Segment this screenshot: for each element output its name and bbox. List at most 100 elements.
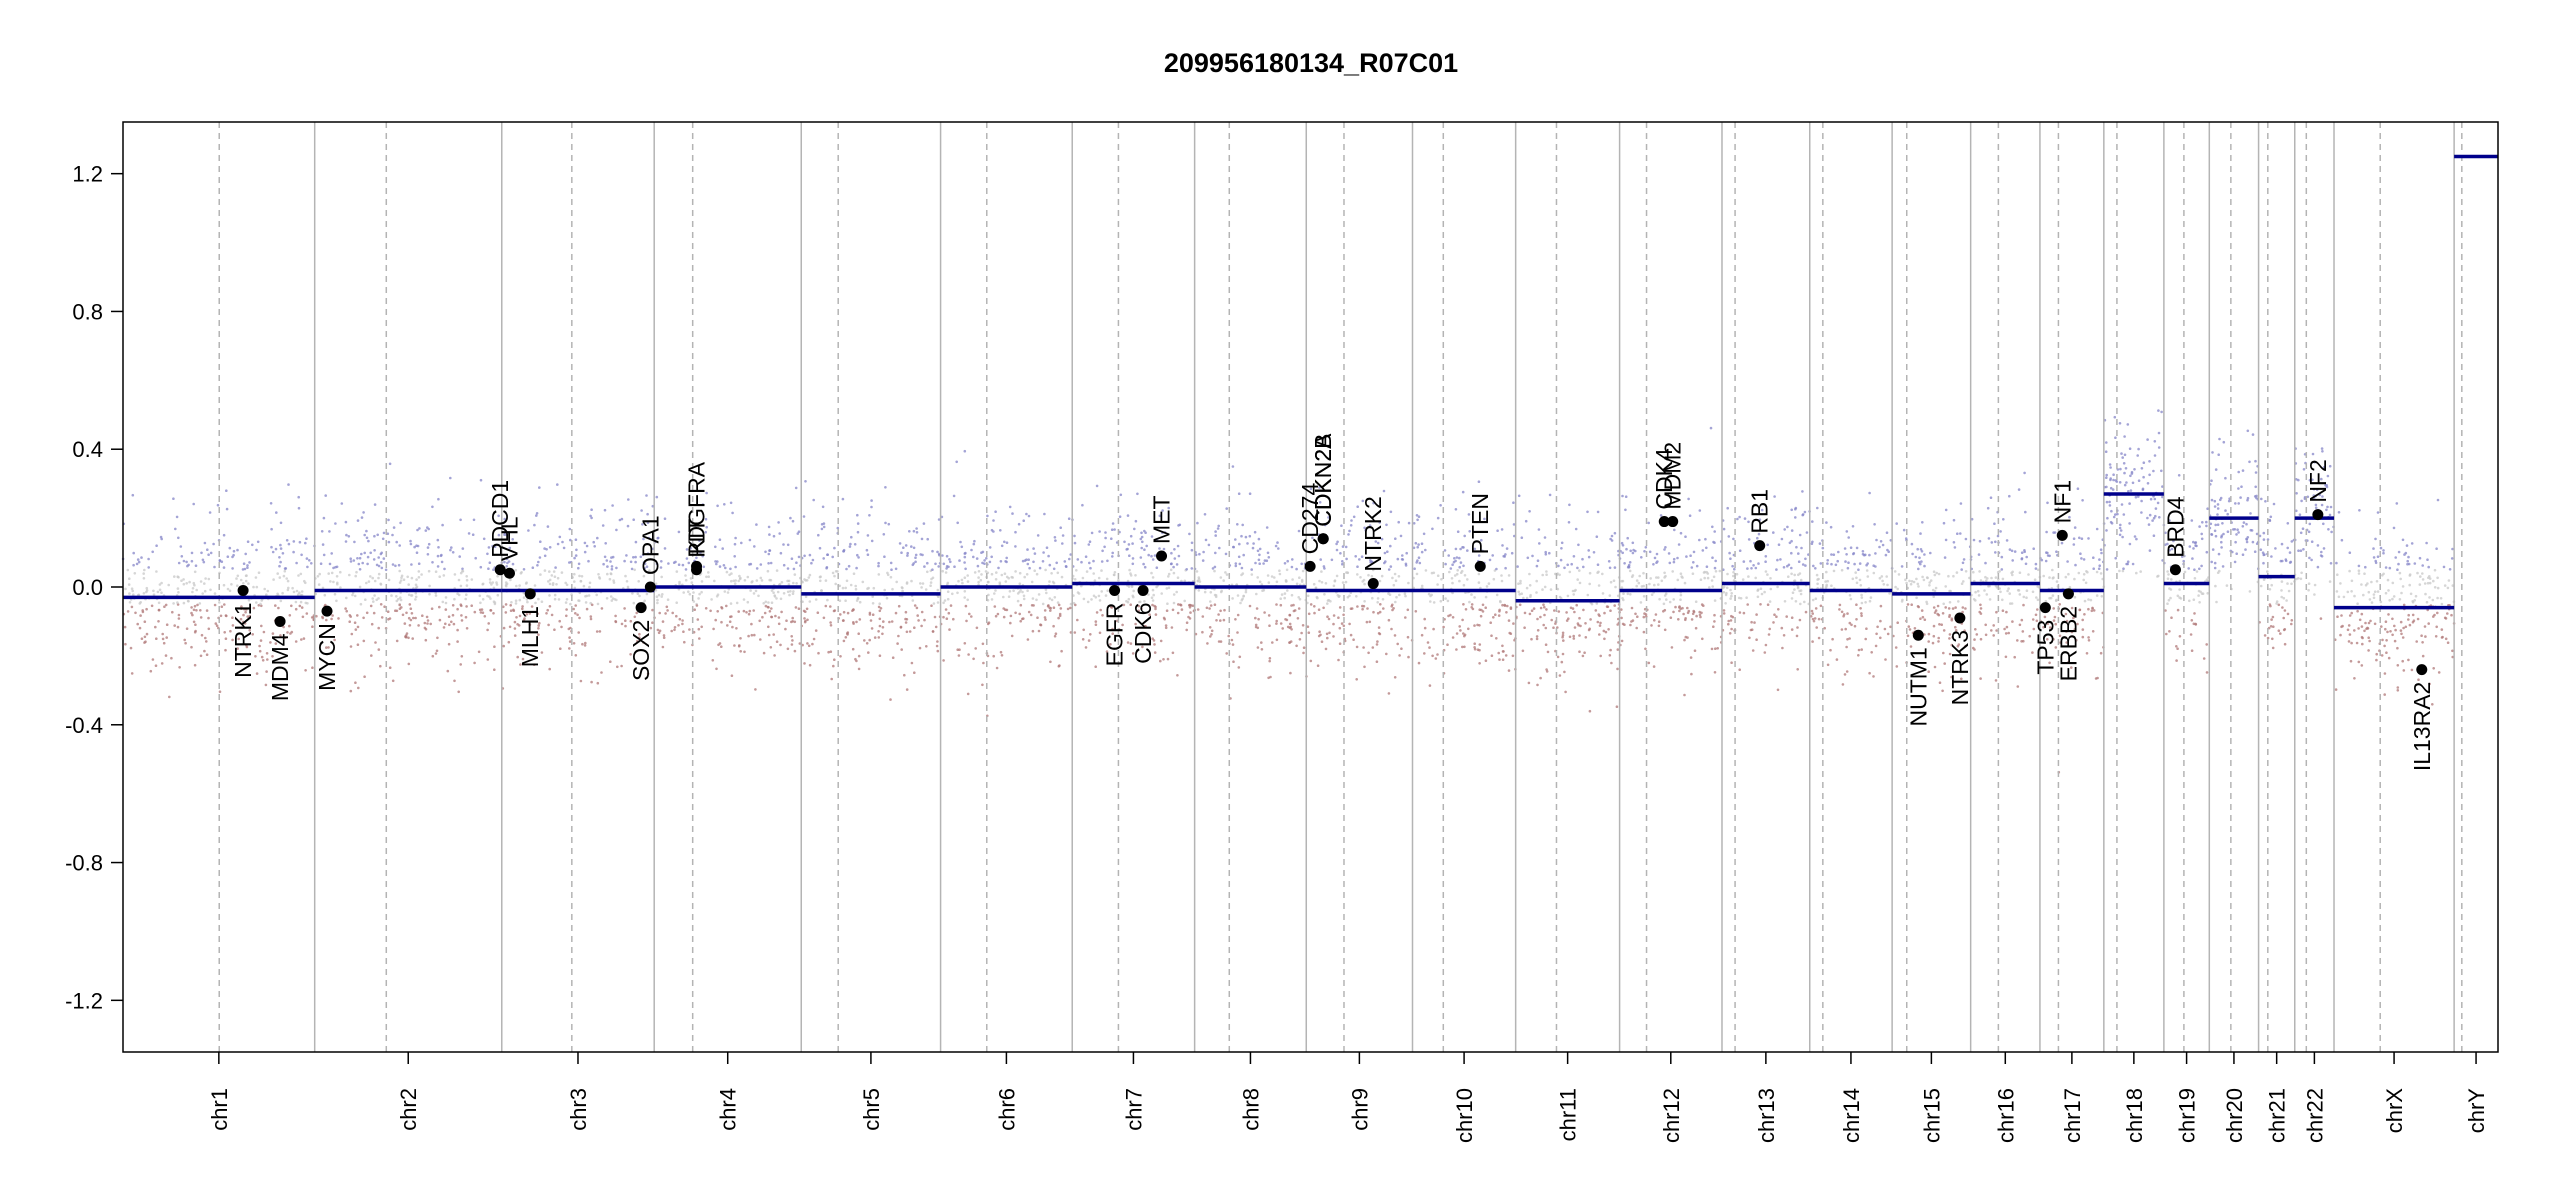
probe-point (966, 598, 969, 602)
probe-point (1044, 618, 1047, 621)
probe-point (285, 577, 289, 580)
probe-point (1690, 672, 1693, 676)
probe-point (890, 568, 893, 571)
probe-point (2264, 500, 2267, 503)
probe-point (1755, 638, 1758, 641)
probe-point (1141, 645, 1144, 649)
probe-point (193, 604, 197, 608)
probe-point (1974, 599, 1977, 602)
probe-point (1359, 576, 1362, 579)
gene-point (1667, 516, 1679, 528)
probe-point (972, 555, 975, 559)
probe-point (1914, 555, 1918, 559)
probe-point (2152, 516, 2156, 520)
probe-point (963, 449, 967, 453)
probe-point (942, 615, 945, 619)
probe-point (1880, 575, 1884, 578)
probe-point (1252, 542, 1255, 545)
probe-point (2375, 658, 2378, 662)
probe-point (362, 616, 365, 620)
probe-point (780, 610, 783, 614)
gene-label: NTRK1 (230, 602, 256, 677)
probe-point (138, 626, 142, 630)
probe-point (1365, 620, 1369, 624)
probe-point (133, 572, 137, 575)
probe-point (624, 619, 627, 622)
probe-point (1855, 618, 1858, 621)
probe-point (610, 567, 614, 571)
probe-point (142, 572, 145, 575)
probe-point (278, 556, 281, 559)
probe-point (358, 568, 362, 571)
probe-point (1838, 608, 1841, 611)
probe-point (2073, 526, 2077, 529)
probe-point (878, 602, 881, 605)
probe-point (715, 667, 718, 671)
probe-point (1846, 566, 1850, 570)
probe-point (1348, 529, 1351, 533)
probe-point (725, 604, 728, 608)
probe-point (2206, 507, 2209, 511)
probe-point (362, 511, 365, 514)
probe-point (1929, 579, 1933, 582)
probe-point (897, 634, 900, 638)
probe-point (1679, 593, 1683, 597)
probe-point (1879, 540, 1883, 543)
probe-point (1630, 575, 1634, 579)
probe-point (1377, 626, 1381, 629)
probe-point (2282, 596, 2286, 600)
probe-point (1063, 560, 1067, 563)
probe-point (532, 663, 536, 666)
probe-point (1859, 607, 1862, 610)
probe-point (1647, 521, 1650, 525)
probe-point (1463, 534, 1466, 538)
probe-point (131, 493, 135, 497)
probe-point (358, 556, 362, 560)
probe-point (568, 527, 572, 531)
probe-point (382, 557, 386, 560)
probe-point (332, 566, 335, 570)
probe-point (1451, 616, 1455, 619)
probe-point (2200, 537, 2204, 541)
probe-point (1960, 582, 1964, 585)
probe-point (2270, 555, 2273, 558)
probe-point (656, 601, 659, 605)
probe-point (642, 641, 645, 644)
gene-point (1304, 560, 1316, 572)
probe-point (2277, 629, 2281, 632)
probe-point (1741, 578, 1745, 581)
probe-point (1882, 583, 1886, 586)
probe-point (2312, 494, 2316, 497)
probe-point (1428, 646, 1431, 649)
probe-point (1584, 622, 1587, 625)
probe-point (1132, 595, 1135, 599)
probe-point (2224, 509, 2227, 512)
probe-point (489, 597, 492, 600)
probe-point (1150, 535, 1154, 538)
probe-point (1798, 533, 1802, 537)
probe-point (1921, 521, 1924, 524)
probe-point (1363, 582, 1366, 586)
probe-point (2178, 588, 2181, 591)
probe-point (1586, 593, 1590, 597)
probe-point (1572, 555, 1576, 558)
probe-point (615, 566, 618, 570)
probe-point (1151, 576, 1155, 579)
probe-point (2314, 506, 2318, 510)
probe-point (1098, 599, 1102, 602)
probe-point (2118, 481, 2122, 484)
probe-point (747, 612, 751, 616)
probe-point (1066, 607, 1070, 611)
probe-point (446, 669, 450, 673)
probe-point (2051, 568, 2054, 572)
probe-point (2147, 523, 2151, 526)
probe-point (1541, 573, 1544, 577)
probe-point (2398, 571, 2402, 575)
probe-point (1048, 606, 1051, 609)
probe-point (1442, 625, 1445, 629)
probe-point (1313, 611, 1316, 615)
probe-point (247, 598, 251, 602)
probe-point (248, 561, 251, 564)
probe-point (677, 563, 681, 566)
probe-point (657, 593, 661, 597)
